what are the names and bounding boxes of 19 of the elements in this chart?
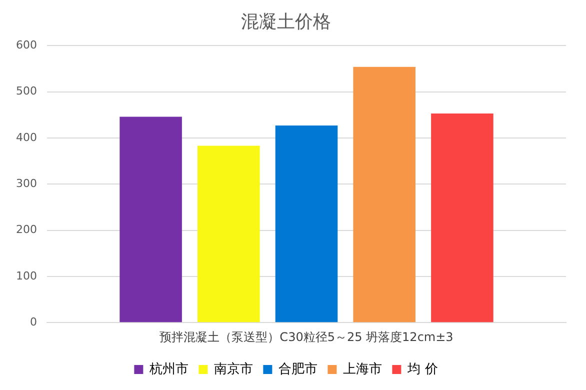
bar [431,113,494,322]
legend-label: 均 价 [406,362,438,377]
y-tick-label: 600 [16,38,37,52]
y-tick-label: 300 [16,176,37,190]
y-tick-label: 100 [16,269,37,282]
bar [353,66,416,322]
y-tick-label: 0 [30,315,37,328]
y-tick-label: 200 [16,223,37,236]
bar [198,146,260,322]
chart-title: 混凝土价格 [241,11,331,32]
y-tick-label: 400 [16,130,37,144]
x-tick-label: 预拌混凝土（泵送型）C30粒径5～25 坍落度12cm±3 [160,330,454,344]
bar [120,116,182,322]
y-tick-label: 500 [16,84,37,98]
bar [275,125,338,322]
legend-label: 上海市 [343,362,382,377]
legend-label: 杭州市 [148,362,189,377]
legend-label: 南京市 [214,362,254,377]
legend-label: 合肥市 [278,362,318,377]
